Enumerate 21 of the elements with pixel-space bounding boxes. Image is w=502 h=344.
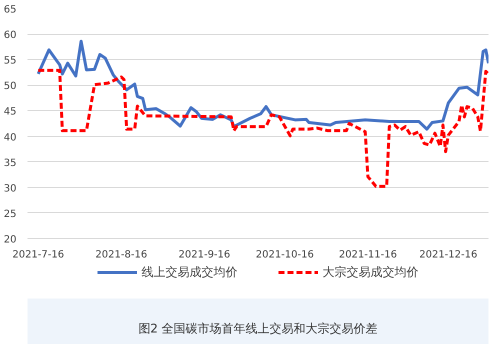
legend-label: 线上交易成交均价 <box>142 264 238 280</box>
y-tick-label: 45 <box>4 106 17 118</box>
y-tick-label: 20 <box>4 234 17 246</box>
x-tick-label: 2021-9-16 <box>178 250 230 260</box>
y-tick-label: 25 <box>4 208 17 220</box>
x-tick-label: 2021-10-16 <box>256 250 314 260</box>
x-tick-label: 2021-8-16 <box>95 250 148 260</box>
y-tick-label: 50 <box>4 81 17 92</box>
y-tick-label: 55 <box>4 56 17 67</box>
line-series <box>36 40 488 131</box>
y-tick-label: 35 <box>4 158 17 169</box>
x-tick-label: 2021-7-16 <box>12 250 64 260</box>
y-tick-label: 30 <box>4 183 17 194</box>
y-tick-label: 60 <box>4 30 17 42</box>
caption: 图2 全国碳市场首年线上交易和大宗交易价差 <box>138 322 378 336</box>
legend-label: 大宗交易成交均价 <box>322 264 418 280</box>
x-tick-label: 2021-12-16 <box>419 250 478 260</box>
y-tick-label: 40 <box>4 132 17 144</box>
x-tick-label: 2021-11-16 <box>338 250 397 260</box>
line-series <box>36 68 488 188</box>
y-tick-label: 65 <box>4 4 17 16</box>
